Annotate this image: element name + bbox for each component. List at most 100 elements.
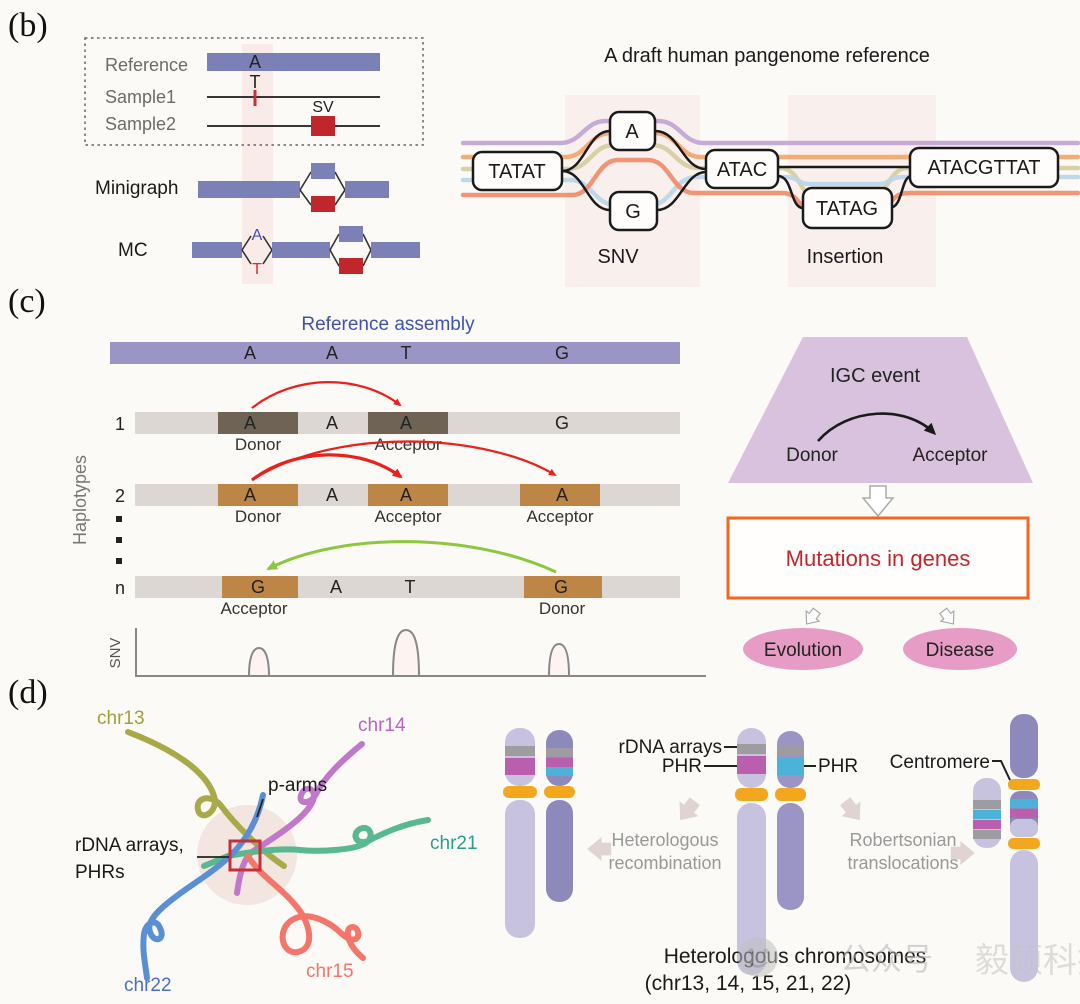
panel-d-label: (d) xyxy=(8,674,48,711)
reference-base: A xyxy=(249,52,261,72)
node-tatag xyxy=(801,186,894,230)
chromC-rdna-band xyxy=(737,744,766,754)
recomb-diagonal-arrow xyxy=(670,793,705,828)
mutations-label: Mutations in genes xyxy=(786,546,971,571)
rown-base-1: G xyxy=(251,577,265,597)
chromD-qarm xyxy=(777,803,804,910)
mc-bar-left xyxy=(192,242,242,258)
igc-trapezoid xyxy=(728,337,1033,483)
robertsonian-line2: translocations xyxy=(847,853,958,873)
chromE-band-magenta xyxy=(973,820,1001,829)
chromA-centromere xyxy=(503,786,537,798)
chromE-band-gray2 xyxy=(973,830,1001,839)
rown-base-2: A xyxy=(330,577,342,597)
sample1-alt-base: T xyxy=(250,72,261,92)
rown-donor-label: Donor xyxy=(539,599,586,618)
row1-base-3: A xyxy=(400,413,412,433)
haplotypes-axis-label: Haplotypes xyxy=(70,455,90,545)
row1-id: 1 xyxy=(115,414,125,434)
row2-base-2: A xyxy=(326,485,338,505)
sample2-label: Sample2 xyxy=(105,114,176,134)
heterologous-recomb-line1: Heterologous xyxy=(611,830,718,850)
mc-ins-allele xyxy=(339,226,363,242)
bubble-edge xyxy=(241,235,252,251)
ref-base-4: G xyxy=(555,343,569,363)
evolution-ellipse xyxy=(743,628,863,670)
ellipsis-dot xyxy=(116,537,122,543)
row1-acceptor-label: Acceptor xyxy=(374,435,441,454)
chromB-phr-band-cyan xyxy=(546,767,573,776)
bubble-edge xyxy=(241,249,252,265)
reference-label: Reference xyxy=(105,55,188,75)
row2-acceptor2-label: Acceptor xyxy=(526,507,593,526)
row2-acceptor2-segment xyxy=(520,484,600,506)
reference-bar xyxy=(207,53,380,71)
snv-peak-3 xyxy=(547,642,571,677)
node-a-label: A xyxy=(625,121,639,143)
ellipsis-dot xyxy=(116,558,122,564)
reference-assembly-bar xyxy=(110,342,680,364)
bubble-edge xyxy=(329,249,340,267)
chromB-qarm xyxy=(546,800,573,902)
node-atacgttat xyxy=(908,146,1060,189)
row1-base-4: G xyxy=(555,413,569,433)
reference-assembly-title: Reference assembly xyxy=(301,314,475,335)
centromere-label: Centromere xyxy=(890,752,990,773)
bubble-edge xyxy=(362,233,372,251)
panel-b-label: (b) xyxy=(8,7,48,44)
minigraph-label: Minigraph xyxy=(95,178,178,199)
heterologous-recomb-line2: recombination xyxy=(608,853,721,873)
chr13-label: chr13 xyxy=(97,708,145,729)
minigraph-ins-allele xyxy=(311,163,335,179)
rown-base-3: T xyxy=(405,577,416,597)
flow-evolution-arrow xyxy=(799,605,824,630)
sv-label: SV xyxy=(312,99,334,116)
edge-atac-tatag xyxy=(777,174,804,210)
edge-a-atac xyxy=(654,129,707,171)
chromF-band-magenta xyxy=(1010,809,1038,818)
rown-igc-arrow xyxy=(266,540,557,574)
watermark-account-name: 毅硕科技 xyxy=(975,942,1080,980)
row2-base-4: A xyxy=(556,485,568,505)
chromF-mid-light xyxy=(1010,819,1038,837)
wechat-face-icon xyxy=(738,937,778,977)
bubble-edge xyxy=(299,171,312,191)
bubble-edge xyxy=(262,235,273,251)
row1-donor-label: Donor xyxy=(235,435,282,454)
row2-id: 2 xyxy=(115,486,125,506)
mc-sv-allele xyxy=(339,258,363,274)
row1-donor-segment xyxy=(218,412,298,434)
node-tatat xyxy=(471,150,564,192)
rdna-arrays-label-line2: PHRs xyxy=(75,862,125,883)
flow-down-arrow xyxy=(862,485,894,517)
mc-label: MC xyxy=(118,240,148,261)
row1-igc-arrow xyxy=(251,381,402,409)
watermark-account-type: 公众号 xyxy=(840,942,933,977)
rdna-phr-red-box xyxy=(228,839,262,872)
node-atac xyxy=(704,148,780,190)
flow-disease-arrow xyxy=(936,605,961,630)
chr22-label: chr22 xyxy=(124,975,172,996)
row2-base-3: A xyxy=(400,485,412,505)
chr21-label: chr21 xyxy=(430,833,478,854)
snv-track-axis xyxy=(135,628,706,677)
chromA-rdna-band xyxy=(505,746,535,756)
chromF-band-cyan xyxy=(1010,799,1038,808)
chromC-phr-band xyxy=(737,756,766,774)
legend-box xyxy=(84,37,424,146)
rown-base-4: G xyxy=(554,577,568,597)
centromere-pointer xyxy=(992,760,1011,781)
rown-donor-segment xyxy=(524,576,602,598)
snv-peak-2 xyxy=(391,628,421,677)
rown-id: n xyxy=(115,578,125,598)
caption-line1: Heterologous chromosomes xyxy=(664,945,927,968)
bubble-edge xyxy=(329,233,340,251)
rown-acceptor-label: Acceptor xyxy=(220,599,287,618)
node-tatag-label: TATAG xyxy=(816,198,878,220)
row2-igc-arrow-2 xyxy=(251,440,557,481)
chromF-top-segment xyxy=(1010,714,1038,778)
panel-b: (b) Reference A T Sample1 Sample2 SV Min… xyxy=(8,7,1080,287)
row1-acceptor-segment xyxy=(368,412,448,434)
chromA-qarm xyxy=(505,800,535,938)
